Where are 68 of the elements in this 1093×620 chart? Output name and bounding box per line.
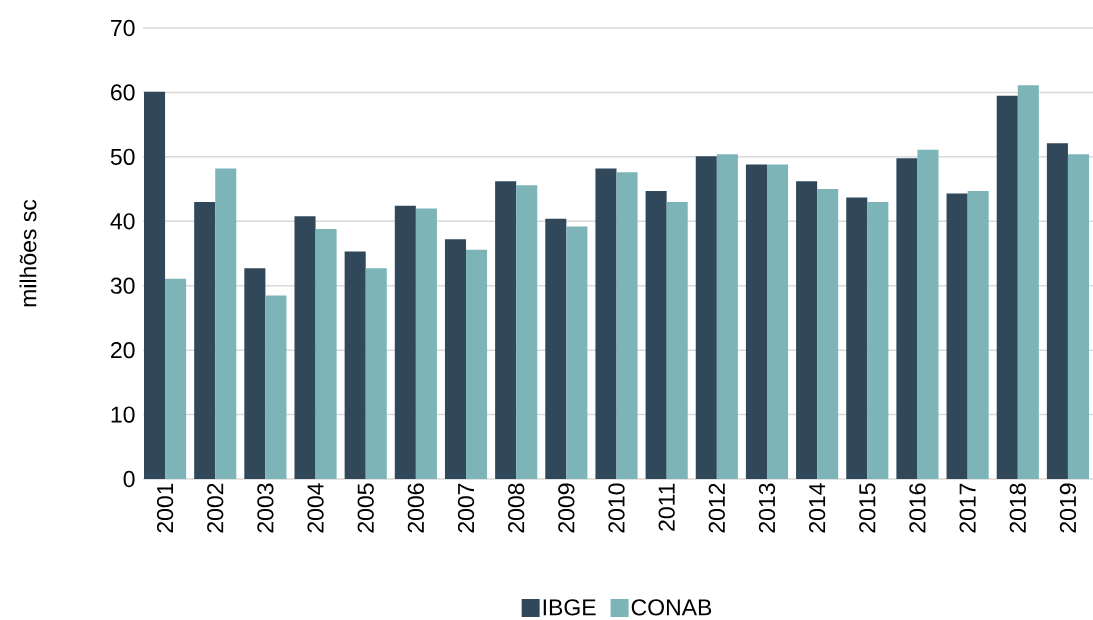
bar bbox=[967, 191, 989, 479]
bar bbox=[545, 218, 567, 479]
bar bbox=[215, 168, 237, 479]
bar bbox=[867, 201, 889, 479]
y-tick-label: 10 bbox=[111, 406, 135, 423]
bar bbox=[745, 164, 767, 479]
bar bbox=[796, 181, 818, 479]
y-tick-label: 50 bbox=[110, 148, 135, 165]
bar bbox=[344, 251, 366, 479]
x-tick-label: 2002 bbox=[207, 483, 224, 533]
legend-label: IBGE bbox=[543, 599, 596, 616]
x-tick-label: 2017 bbox=[959, 483, 976, 533]
bar bbox=[1046, 143, 1068, 479]
bar bbox=[616, 172, 638, 479]
bar bbox=[766, 164, 789, 479]
bar bbox=[645, 191, 667, 479]
bar bbox=[244, 268, 266, 479]
bar bbox=[294, 216, 316, 479]
y-tick-label: 20 bbox=[111, 342, 135, 359]
bar bbox=[365, 268, 387, 479]
x-tick-label: 2015 bbox=[859, 483, 876, 533]
x-tick-label: 2005 bbox=[357, 483, 374, 533]
bar bbox=[946, 193, 968, 479]
bar bbox=[144, 91, 166, 479]
y-tick-label: 30 bbox=[110, 277, 135, 294]
x-tick-label: 2019 bbox=[1059, 483, 1077, 533]
bar bbox=[495, 181, 517, 479]
x-tick-label: 2001 bbox=[156, 483, 174, 533]
x-tick-label: 2010 bbox=[608, 483, 625, 533]
x-tick-label: 2009 bbox=[558, 483, 575, 533]
bar bbox=[695, 156, 717, 479]
bar bbox=[666, 201, 688, 479]
bar bbox=[817, 189, 839, 479]
y-tick-label: 40 bbox=[110, 213, 135, 230]
bar bbox=[917, 149, 939, 479]
bar bbox=[165, 278, 187, 479]
bar bbox=[315, 229, 337, 479]
y-tick-label: 60 bbox=[111, 84, 135, 101]
x-tick-label: 2014 bbox=[808, 483, 826, 533]
bar bbox=[516, 185, 538, 479]
bar bbox=[466, 249, 488, 479]
legend-label: CONAB bbox=[631, 599, 712, 616]
x-tick-label: 2016 bbox=[909, 483, 926, 533]
bar bbox=[896, 158, 918, 479]
bar bbox=[846, 197, 868, 479]
bar bbox=[716, 154, 738, 479]
bar bbox=[415, 208, 437, 479]
x-tick-label: 2018 bbox=[1009, 483, 1026, 533]
y-tick-label: 0 bbox=[123, 470, 135, 488]
x-tick-label: 2013 bbox=[758, 483, 776, 533]
x-tick-label: 2008 bbox=[508, 483, 525, 533]
y-tick-label: 70 bbox=[111, 19, 135, 37]
bar bbox=[265, 295, 287, 479]
x-tick-label: 2012 bbox=[708, 483, 725, 533]
bar bbox=[566, 226, 588, 479]
bar bbox=[1067, 154, 1089, 479]
bar bbox=[996, 95, 1018, 479]
bar bbox=[1017, 85, 1039, 479]
bar bbox=[444, 239, 467, 479]
x-tick-label: 2006 bbox=[407, 483, 424, 533]
x-tick-label: 2007 bbox=[457, 483, 475, 533]
x-tick-label: 2004 bbox=[307, 483, 324, 533]
bar bbox=[194, 201, 216, 479]
x-tick-label: 2011 bbox=[658, 483, 675, 531]
bar bbox=[595, 168, 617, 479]
x-tick-label: 2003 bbox=[257, 483, 274, 533]
bar bbox=[394, 205, 416, 479]
y-axis-title: milhões sc bbox=[19, 199, 37, 307]
